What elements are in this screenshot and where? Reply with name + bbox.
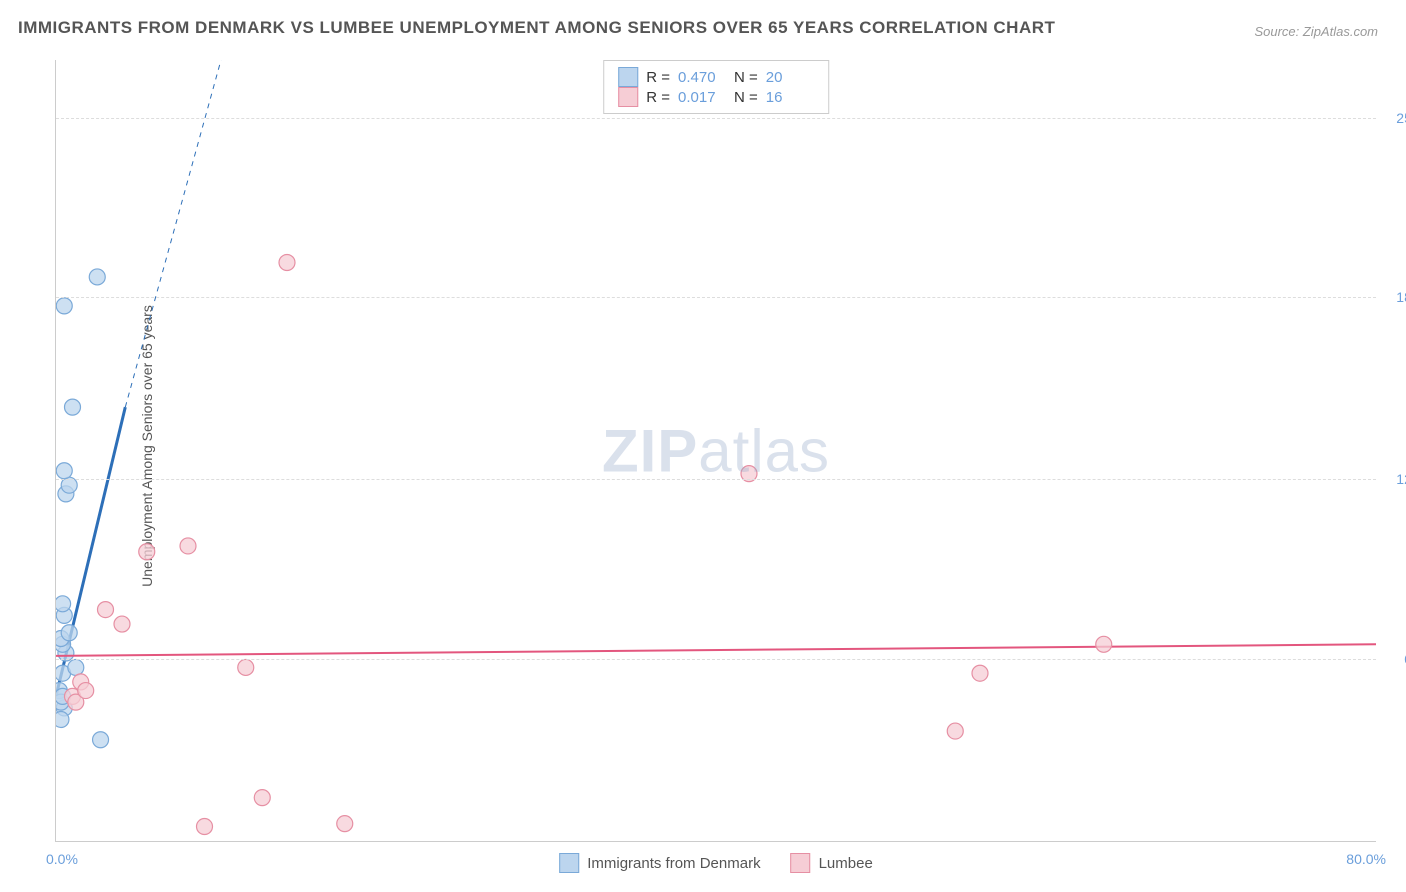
r-value-1: 0.470: [678, 69, 726, 86]
series-name-1: Immigrants from Denmark: [587, 855, 760, 872]
legend-row-1: R = 0.470 N = 20: [618, 67, 814, 87]
swatch-series-2: [618, 87, 638, 107]
series-legend: Immigrants from Denmark Lumbee: [559, 853, 873, 873]
x-tick-min: 0.0%: [46, 851, 78, 867]
source-attribution: Source: ZipAtlas.com: [1254, 24, 1378, 39]
y-tick-label: 18.8%: [1396, 289, 1406, 305]
correlation-legend: R = 0.470 N = 20 R = 0.017 N = 16: [603, 60, 829, 114]
swatch-bottom-2: [791, 853, 811, 873]
x-tick-max: 80.0%: [1346, 851, 1386, 867]
n-value-2: 16: [766, 89, 814, 106]
swatch-bottom-1: [559, 853, 579, 873]
chart-plot-area: ZIPatlas R = 0.470 N = 20 R = 0.017 N = …: [55, 60, 1376, 842]
n-value-1: 20: [766, 69, 814, 86]
swatch-series-1: [618, 67, 638, 87]
gridline: [56, 297, 1376, 298]
gridline: [56, 659, 1376, 660]
chart-title: IMMIGRANTS FROM DENMARK VS LUMBEE UNEMPL…: [18, 18, 1055, 38]
gridline: [56, 118, 1376, 119]
scatter-plot-svg: [56, 60, 1376, 841]
legend-row-2: R = 0.017 N = 16: [618, 87, 814, 107]
series-name-2: Lumbee: [819, 855, 873, 872]
gridline: [56, 479, 1376, 480]
y-tick-label: 25.0%: [1396, 110, 1406, 126]
legend-item-1: Immigrants from Denmark: [559, 853, 760, 873]
y-tick-label: 12.5%: [1396, 471, 1406, 487]
legend-item-2: Lumbee: [791, 853, 873, 873]
r-value-2: 0.017: [678, 89, 726, 106]
